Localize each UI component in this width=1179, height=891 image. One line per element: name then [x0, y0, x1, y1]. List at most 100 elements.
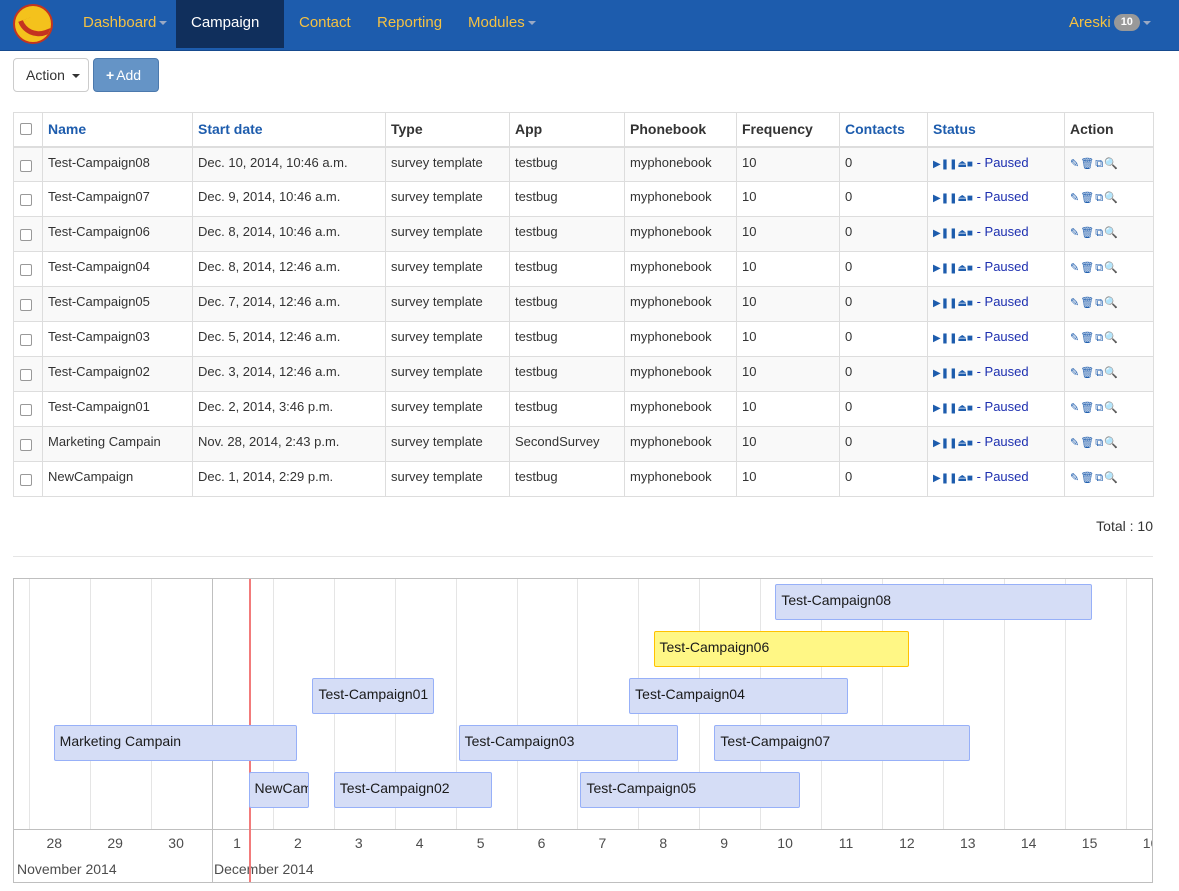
- nav-contact[interactable]: Contact: [284, 0, 366, 48]
- edit-icon[interactable]: ✎: [1070, 367, 1080, 379]
- duplicate-icon[interactable]: ⧉: [1095, 437, 1104, 449]
- duplicate-icon[interactable]: ⧉: [1095, 227, 1104, 239]
- pause-icon[interactable]: ❚❚: [940, 228, 958, 239]
- stop-icon[interactable]: ■: [966, 333, 973, 344]
- play-icon[interactable]: ▶: [933, 193, 941, 204]
- stop-icon[interactable]: ■: [966, 438, 973, 449]
- stop-icon[interactable]: ■: [966, 228, 973, 239]
- column-header-start-date[interactable]: Start date: [192, 112, 386, 148]
- duplicate-icon[interactable]: ⧉: [1095, 332, 1104, 344]
- stop-icon[interactable]: ■: [966, 298, 973, 309]
- cell-name[interactable]: Test-Campaign07: [42, 181, 193, 217]
- cell-name[interactable]: Test-Campaign06: [42, 216, 193, 252]
- edit-icon[interactable]: ✎: [1070, 437, 1080, 449]
- row-checkbox[interactable]: [20, 229, 32, 241]
- action-dropdown-button[interactable]: Action: [13, 58, 89, 92]
- trash-icon[interactable]: 🗑: [1080, 297, 1095, 309]
- row-checkbox[interactable]: [20, 474, 32, 486]
- play-icon[interactable]: ▶: [933, 438, 941, 449]
- timeline-item[interactable]: Test-Campaign04: [629, 678, 849, 714]
- cell-name[interactable]: Test-Campaign05: [42, 286, 193, 322]
- cell-name[interactable]: Test-Campaign03: [42, 321, 193, 357]
- search-icon[interactable]: 🔍: [1104, 437, 1118, 449]
- cell-name[interactable]: Test-Campaign04: [42, 251, 193, 287]
- edit-icon[interactable]: ✎: [1070, 402, 1080, 414]
- duplicate-icon[interactable]: ⧉: [1095, 402, 1104, 414]
- duplicate-icon[interactable]: ⧉: [1095, 297, 1104, 309]
- select-all-checkbox[interactable]: [20, 122, 32, 135]
- search-icon[interactable]: 🔍: [1104, 332, 1118, 344]
- timeline-item[interactable]: Test-Campaign03: [458, 725, 678, 761]
- timeline-item[interactable]: Test-Campaign01: [312, 678, 435, 714]
- trash-icon[interactable]: 🗑: [1080, 332, 1095, 344]
- trash-icon[interactable]: 🗑: [1080, 227, 1095, 239]
- search-icon[interactable]: 🔍: [1104, 472, 1118, 484]
- app-logo[interactable]: [13, 4, 53, 44]
- campaign-timeline[interactable]: 28293012345678910111213141516November 20…: [13, 578, 1153, 883]
- column-header-status[interactable]: Status: [927, 112, 1065, 148]
- pause-icon[interactable]: ❚❚: [940, 438, 958, 449]
- cell-name[interactable]: NewCampaign: [42, 461, 193, 497]
- trash-icon[interactable]: 🗑: [1080, 402, 1095, 414]
- timeline-item[interactable]: NewCampaign: [248, 772, 310, 808]
- eject-icon[interactable]: ⏏: [957, 228, 967, 239]
- search-icon[interactable]: 🔍: [1104, 157, 1118, 170]
- cell-name[interactable]: Test-Campaign08: [42, 146, 193, 182]
- play-icon[interactable]: ▶: [933, 228, 941, 239]
- timeline-item[interactable]: Marketing Campain: [53, 725, 298, 761]
- eject-icon[interactable]: ⏏: [957, 263, 967, 274]
- pause-icon[interactable]: ❚❚: [940, 263, 958, 274]
- duplicate-icon[interactable]: ⧉: [1095, 157, 1104, 170]
- edit-icon[interactable]: ✎: [1070, 297, 1080, 309]
- pause-icon[interactable]: ❚❚: [940, 473, 958, 484]
- edit-icon[interactable]: ✎: [1070, 157, 1080, 170]
- search-icon[interactable]: 🔍: [1104, 227, 1118, 239]
- trash-icon[interactable]: 🗑: [1080, 367, 1095, 379]
- pause-icon[interactable]: ❚❚: [940, 368, 958, 379]
- pause-icon[interactable]: ❚❚: [940, 158, 958, 170]
- pause-icon[interactable]: ❚❚: [940, 333, 958, 344]
- column-header-name[interactable]: Name: [42, 112, 193, 148]
- stop-icon[interactable]: ■: [966, 193, 973, 204]
- edit-icon[interactable]: ✎: [1070, 227, 1080, 239]
- play-icon[interactable]: ▶: [933, 473, 941, 484]
- row-checkbox[interactable]: [20, 159, 32, 172]
- stop-icon[interactable]: ■: [966, 368, 973, 379]
- play-icon[interactable]: ▶: [933, 158, 941, 170]
- timeline-item[interactable]: Test-Campaign07: [714, 725, 971, 761]
- trash-icon[interactable]: 🗑: [1080, 472, 1095, 484]
- stop-icon[interactable]: ■: [966, 473, 973, 484]
- trash-icon[interactable]: 🗑: [1080, 262, 1095, 274]
- play-icon[interactable]: ▶: [933, 403, 941, 414]
- play-icon[interactable]: ▶: [933, 333, 941, 344]
- timeline-item[interactable]: Test-Campaign08: [775, 584, 1092, 620]
- cell-name[interactable]: Marketing Campain: [42, 426, 193, 462]
- pause-icon[interactable]: ❚❚: [940, 403, 958, 414]
- row-checkbox[interactable]: [20, 299, 32, 311]
- edit-icon[interactable]: ✎: [1070, 332, 1080, 344]
- stop-icon[interactable]: ■: [966, 263, 973, 274]
- trash-icon[interactable]: 🗑: [1080, 437, 1095, 449]
- trash-icon[interactable]: 🗑: [1080, 192, 1095, 204]
- nav-modules[interactable]: Modules: [453, 0, 551, 48]
- row-checkbox[interactable]: [20, 369, 32, 381]
- trash-icon[interactable]: 🗑: [1080, 157, 1095, 170]
- edit-icon[interactable]: ✎: [1070, 472, 1080, 484]
- duplicate-icon[interactable]: ⧉: [1095, 192, 1104, 204]
- search-icon[interactable]: 🔍: [1104, 297, 1118, 309]
- duplicate-icon[interactable]: ⧉: [1095, 262, 1104, 274]
- cell-name[interactable]: Test-Campaign01: [42, 391, 193, 427]
- nav-campaign[interactable]: Campaign: [176, 0, 284, 48]
- row-checkbox[interactable]: [20, 404, 32, 416]
- stop-icon[interactable]: ■: [966, 403, 973, 414]
- eject-icon[interactable]: ⏏: [957, 298, 967, 309]
- duplicate-icon[interactable]: ⧉: [1095, 367, 1104, 379]
- timeline-item[interactable]: Test-Campaign06: [653, 631, 910, 667]
- search-icon[interactable]: 🔍: [1104, 367, 1118, 379]
- row-checkbox[interactable]: [20, 334, 32, 346]
- row-checkbox[interactable]: [20, 194, 32, 206]
- edit-icon[interactable]: ✎: [1070, 192, 1080, 204]
- edit-icon[interactable]: ✎: [1070, 262, 1080, 274]
- user-menu[interactable]: Areski 10: [1054, 0, 1166, 48]
- eject-icon[interactable]: ⏏: [957, 193, 967, 204]
